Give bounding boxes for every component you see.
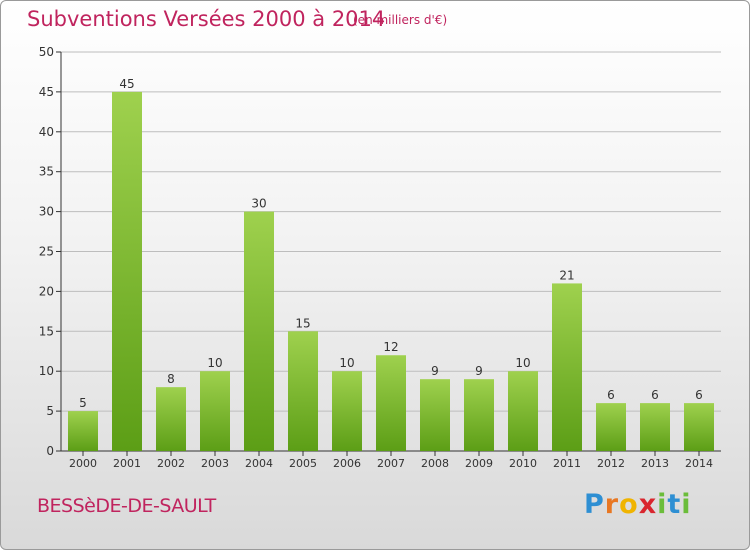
y-tick-label: 30 [39, 205, 54, 219]
data-label: 5 [79, 396, 87, 410]
x-tick-label: 2008 [421, 457, 449, 470]
x-tick-label: 2007 [377, 457, 405, 470]
y-tick-label: 25 [39, 245, 54, 259]
x-tick-label: 2013 [641, 457, 669, 470]
y-tick-label: 35 [39, 165, 54, 179]
bar [332, 371, 362, 451]
y-tick-label: 45 [39, 85, 54, 99]
bar [640, 403, 670, 451]
logo-letter: i [681, 489, 692, 520]
bar [684, 403, 714, 451]
chart-subtitle: (en milliers d'€) [353, 13, 448, 27]
x-tick-label: 2012 [597, 457, 625, 470]
commune-name: BESSèDE-DE-SAULT [37, 495, 216, 517]
x-tick-label: 2006 [333, 457, 361, 470]
x-tick-label: 2004 [245, 457, 273, 470]
data-label: 6 [695, 388, 703, 402]
y-tick-label: 40 [39, 125, 54, 139]
y-tick-label: 10 [39, 364, 54, 378]
logo-letter: o [619, 489, 639, 520]
logo-letter: t [667, 489, 682, 520]
data-label: 6 [651, 388, 659, 402]
data-label: 30 [251, 197, 266, 211]
bar [244, 211, 274, 451]
data-label: 12 [383, 340, 398, 354]
data-label: 10 [207, 356, 222, 370]
y-tick-label: 20 [39, 284, 54, 298]
y-tick-label: 50 [39, 45, 54, 59]
x-tick-label: 2002 [157, 457, 185, 470]
data-label: 15 [295, 316, 310, 330]
x-tick-label: 2003 [201, 457, 229, 470]
logo-letter: r [604, 489, 620, 520]
data-label: 6 [607, 388, 615, 402]
proxiti-logo: Proxiti [584, 489, 692, 520]
x-tick-label: 2009 [465, 457, 493, 470]
x-tick-label: 2014 [685, 457, 713, 470]
bar [156, 387, 186, 451]
data-label: 10 [339, 356, 354, 370]
x-tick-label: 2005 [289, 457, 317, 470]
bar [112, 91, 142, 452]
bar [376, 355, 406, 451]
y-tick-label: 15 [39, 324, 54, 338]
logo-letter: P [584, 489, 605, 520]
data-label: 45 [119, 77, 134, 91]
x-tick-label: 2010 [509, 457, 537, 470]
y-tick-label: 5 [46, 404, 54, 418]
data-label: 21 [559, 268, 574, 282]
bar [596, 403, 626, 451]
bar [68, 411, 98, 451]
x-tick-label: 2000 [69, 457, 97, 470]
bar [508, 371, 538, 451]
bar [552, 283, 582, 451]
bar [288, 331, 318, 451]
data-label: 9 [475, 364, 483, 378]
data-label: 9 [431, 364, 439, 378]
x-tick-label: 2011 [553, 457, 581, 470]
logo-letter: x [638, 489, 658, 520]
logo-letter: i [657, 489, 668, 520]
chart-title: Subventions Versées 2000 à 2014 [27, 7, 386, 31]
x-tick-label: 2001 [113, 457, 141, 470]
data-label: 8 [167, 372, 175, 386]
y-tick-label: 0 [46, 444, 54, 458]
data-label: 10 [515, 356, 530, 370]
bar [200, 371, 230, 451]
bar [464, 379, 494, 451]
bar [420, 379, 450, 451]
